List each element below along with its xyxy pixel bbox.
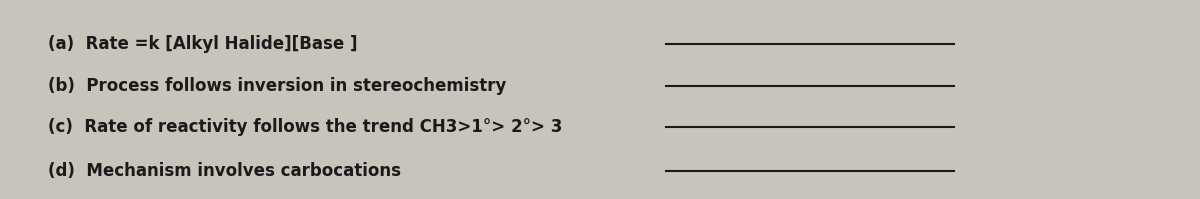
Text: (d)  Mechanism involves carbocations: (d) Mechanism involves carbocations [48,162,401,180]
Text: (c)  Rate of reactivity follows the trend CH3>1°> 2°> 3: (c) Rate of reactivity follows the trend… [48,118,563,136]
Text: (b)  Process follows inversion in stereochemistry: (b) Process follows inversion in stereoc… [48,77,506,95]
Text: (a)  Rate =k [Alkyl Halide][Base ]: (a) Rate =k [Alkyl Halide][Base ] [48,35,358,53]
